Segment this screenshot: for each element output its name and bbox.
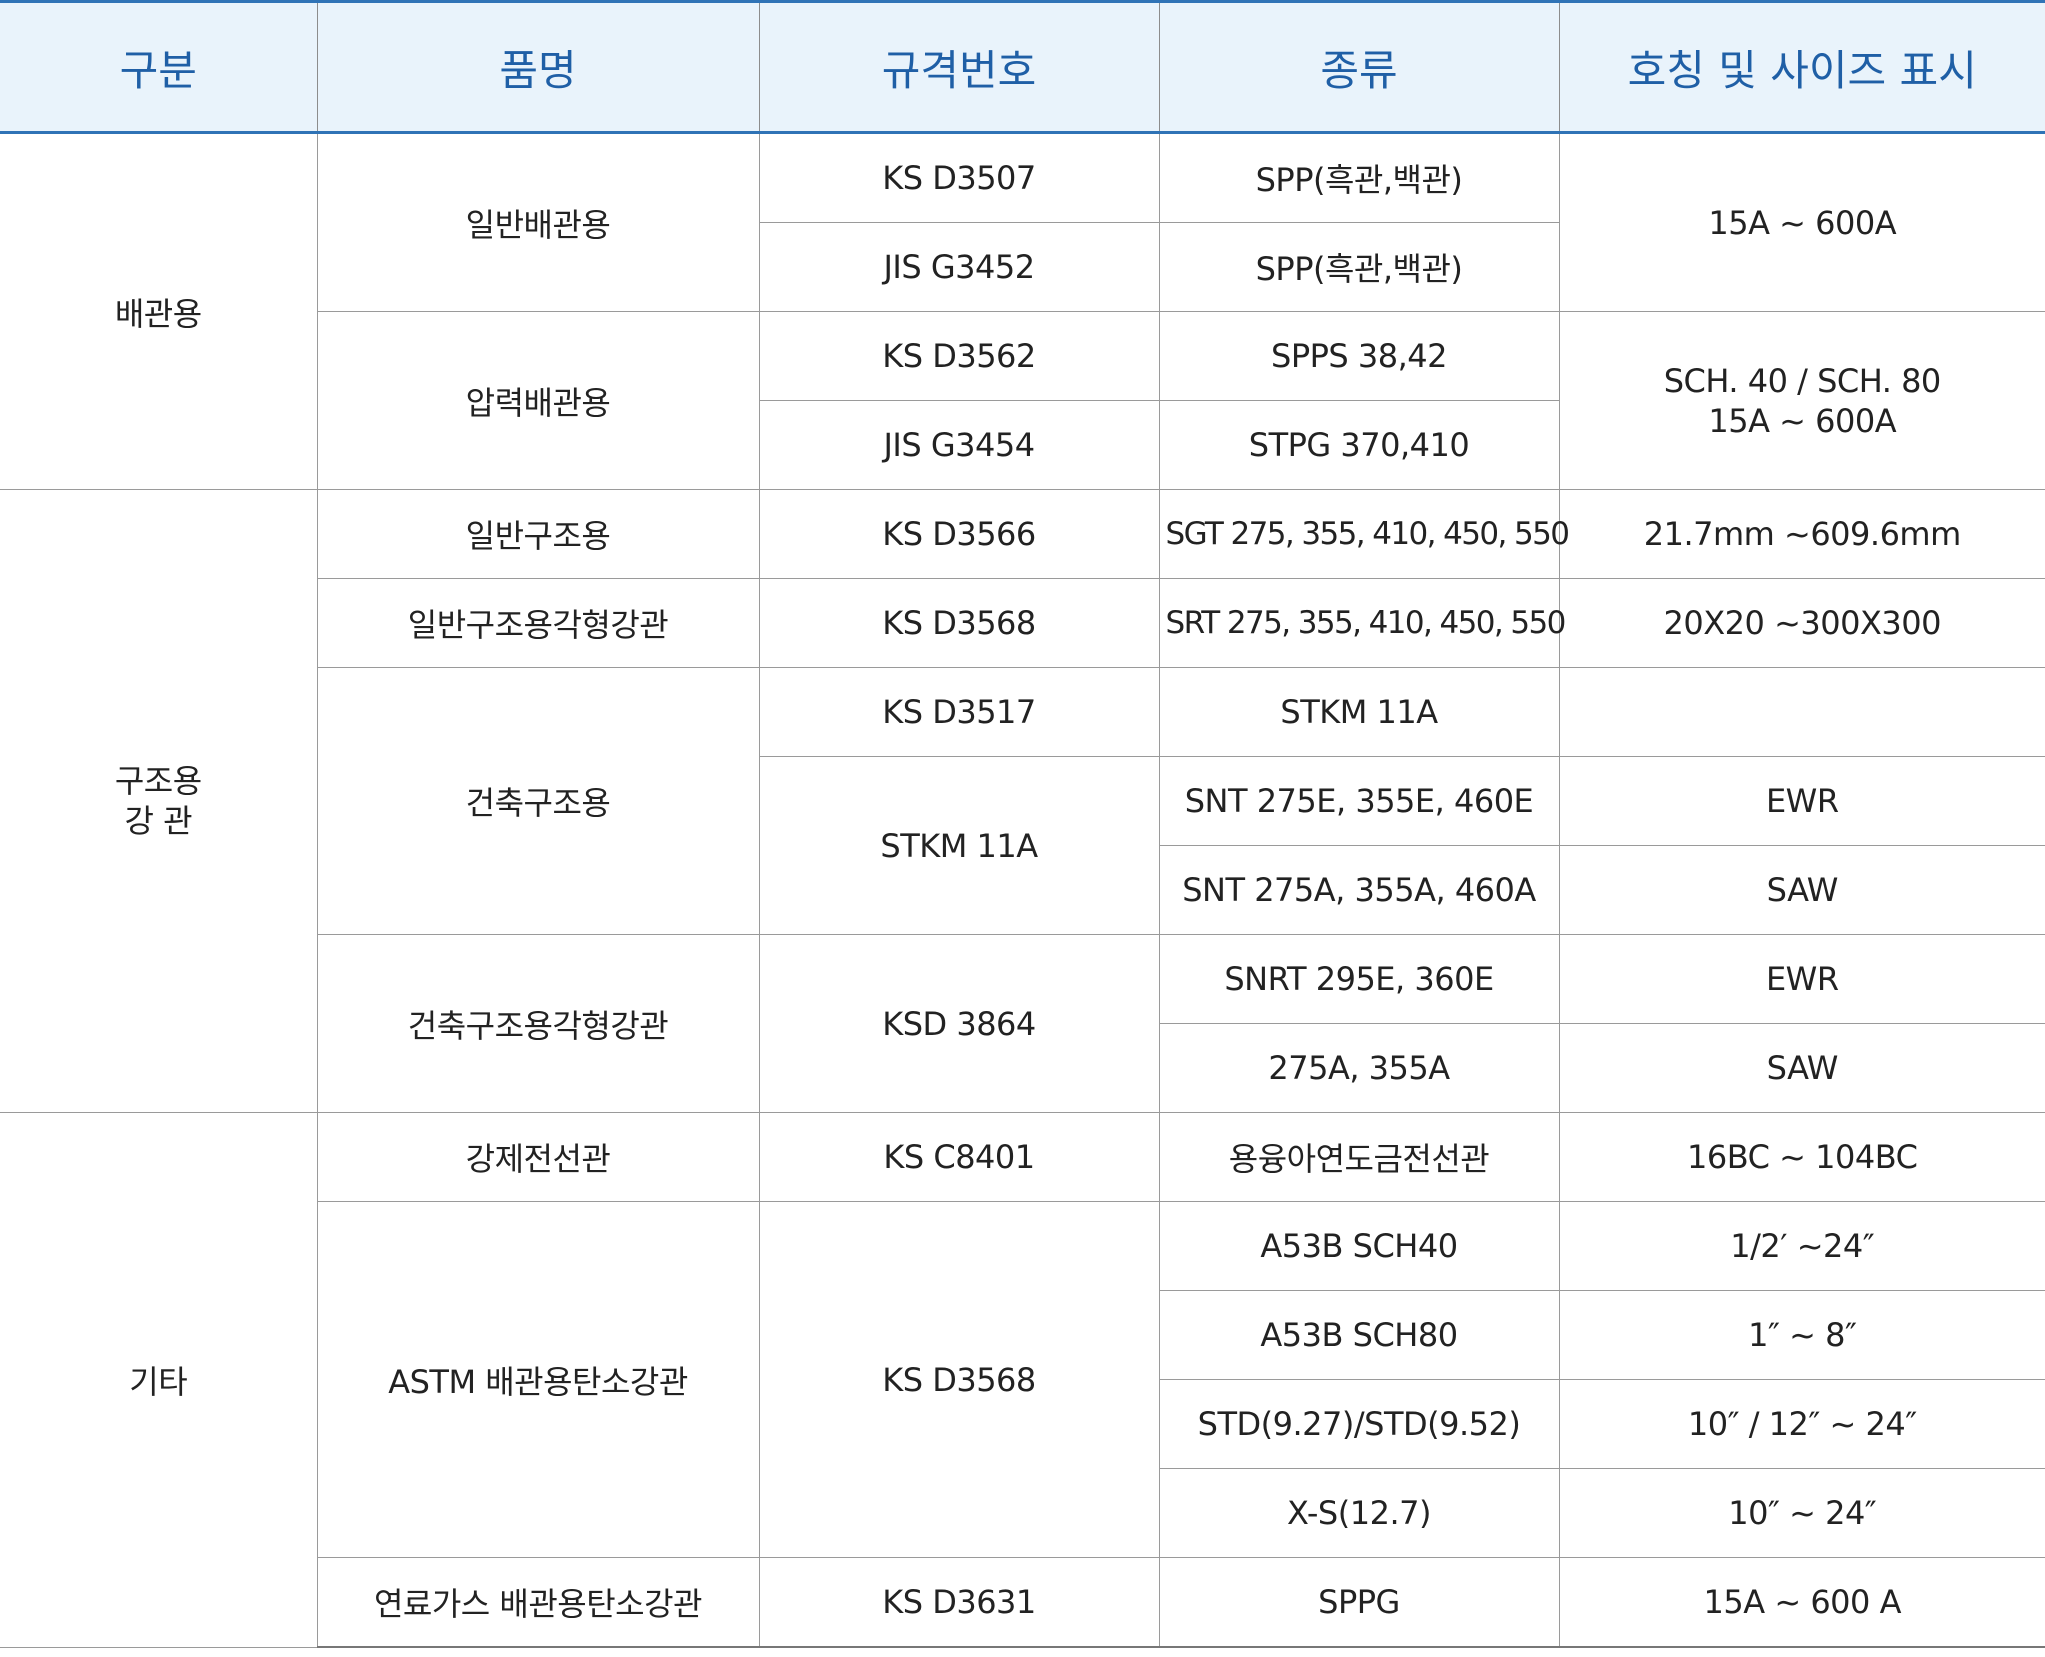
item-conduit: 강제전선관 [316,1112,760,1202]
size-stack: SCH. 40 / SCH. 80 15A ~ 600A [1663,361,1942,441]
size-line: 15A ~ 600A [1708,401,1897,440]
table-row: 기타 강제전선관 KS C8401 용융아연도금전선관 16BC ~ 104BC [0,1112,2045,1648]
table-row: 연료가스 배관용탄소강관 KS D3631 SPPG 15A ~ 600 A [0,1557,2045,1648]
table-row: STD(9.27)/STD(9.52) 10″ / 12″ ~ 24″ [0,1379,2045,1469]
kind-cell: STPG 370,410 [1158,400,1560,490]
item-pressure-piping: 압력배관용 [316,311,760,490]
header-standard: 규격번호 [758,0,1160,134]
kind-cell: SPPS 38,42 [1158,311,1560,401]
kind-cell: SPP(흑관,백관) [1158,132,1560,223]
size-cell: SAW [1558,1023,2045,1113]
table-row: A53B SCH80 1″ ~ 8″ [0,1290,2045,1380]
std-cell: KS D3631 [758,1557,1160,1648]
std-cell: KS D3562 [758,311,1160,401]
group-line: 강 관 [124,802,193,840]
kind-cell: 용융아연도금전선관 [1158,1112,1560,1202]
size-cell: 15A ~ 600 A [1558,1557,2045,1648]
item-general-piping: 일반배관용 [316,132,760,312]
kind-cell: SNT 275E, 355E, 460E [1158,756,1560,846]
size-line: SCH. 40 / SCH. 80 [1663,361,1942,400]
size-cell: EWR [1558,934,2045,1024]
std-cell: KS D3507 [758,132,1160,223]
kind-cell: SPP(흑관,백관) [1158,222,1560,312]
item-astm: ASTM 배관용탄소강관 [316,1201,760,1558]
std-cell: KS D3517 [758,667,1160,757]
kind-cell: A53B SCH80 [1158,1290,1560,1380]
kind-cell: SPPG [1158,1557,1560,1648]
header-item: 품명 [316,0,760,134]
table-row: X-S(12.7) 10″ ~ 24″ [0,1468,2045,1558]
kind-cell: SNRT 295E, 360E [1158,934,1560,1024]
table-row: JIS G3452 SPP(흑관,백관) [0,222,2045,312]
group-structural: 구조용 강 관 [0,489,318,1113]
table-row: 건축구조용각형강관 KSD 3864 SNRT 295E, 360E EWR [0,934,2045,1113]
size-cell: EWR [1558,756,2045,846]
group-structural-label: 구조용 강 관 [115,761,202,841]
item-building-structural: 건축구조용 [316,667,760,935]
table-row: 구조용 강 관 일반구조용 KS D3566 SGT 275, 355, 410… [0,489,2045,1113]
kind-cell: STKM 11A [1158,667,1560,757]
size-cell: SCH. 40 / SCH. 80 15A ~ 600A [1558,311,2045,490]
size-cell [1558,667,2045,757]
size-cell: SAW [1558,845,2045,935]
size-cell: 1/2′ ~24″ [1558,1201,2045,1291]
kind-cell: 275A, 355A [1158,1023,1560,1113]
table-row: ASTM 배관용탄소강관 KS D3568 A53B SCH40 1/2′ ~2… [0,1201,2045,1558]
std-cell: KS D3568 [758,578,1160,668]
header-kind: 종류 [1158,0,1560,134]
item-general-structural-square: 일반구조용각형강관 [316,578,760,668]
size-cell: 1″ ~ 8″ [1558,1290,2045,1380]
table-row: JIS G3454 STPG 370,410 [0,400,2045,490]
std-cell: STKM 11A [758,756,1160,935]
std-cell: KS C8401 [758,1112,1160,1202]
group-line: 구조용 [114,762,202,800]
kind-cell: STD(9.27)/STD(9.52) [1158,1379,1560,1469]
std-cell: JIS G3454 [758,400,1160,490]
group-piping: 배관용 [0,132,318,490]
item-general-structural: 일반구조용 [316,489,760,579]
std-cell: KS D3568 [758,1201,1160,1558]
header-size: 호칭 및 사이즈 표시 [1558,0,2045,134]
size-cell: 16BC ~ 104BC [1558,1112,2045,1202]
size-cell: 15A ~ 600A [1558,132,2045,312]
kind-cell: X-S(12.7) [1158,1468,1560,1558]
group-other: 기타 [0,1112,318,1648]
item-fuel-gas: 연료가스 배관용탄소강관 [316,1557,760,1648]
std-cell: JIS G3452 [758,222,1160,312]
kind-cell: SRT 275, 355, 410, 450, 550 [1158,578,1566,668]
item-building-structural-square: 건축구조용각형강관 [316,934,760,1113]
table-row: SNT 275A, 355A, 460A SAW [0,845,2045,935]
table-row: STKM 11A SNT 275E, 355E, 460E EWR [0,756,2045,935]
table-row: 275A, 355A SAW [0,1023,2045,1113]
table-row: 배관용 일반배관용 KS D3507 SPP(흑관,백관) 15A ~ 600A [0,132,2045,490]
table-row: 일반구조용각형강관 KS D3568 SRT 275, 355, 410, 45… [0,578,2045,668]
kind-cell: SGT 275, 355, 410, 450, 550 [1158,489,1570,579]
kind-cell: SNT 275A, 355A, 460A [1158,845,1560,935]
table-row: 건축구조용 KS D3517 STKM 11A [0,667,2045,935]
size-cell: 10″ ~ 24″ [1558,1468,2045,1558]
size-cell: 10″ / 12″ ~ 24″ [1558,1379,2045,1469]
size-cell: 21.7mm ~609.6mm [1558,489,2045,579]
header-row: 구분 품명 규격번호 종류 호칭 및 사이즈 표시 [0,0,2045,134]
kind-cell: A53B SCH40 [1158,1201,1560,1291]
std-cell: KS D3566 [758,489,1160,579]
header-category: 구분 [0,0,318,134]
size-cell: 20X20 ~300X300 [1558,578,2045,668]
std-cell: KSD 3864 [758,934,1160,1113]
